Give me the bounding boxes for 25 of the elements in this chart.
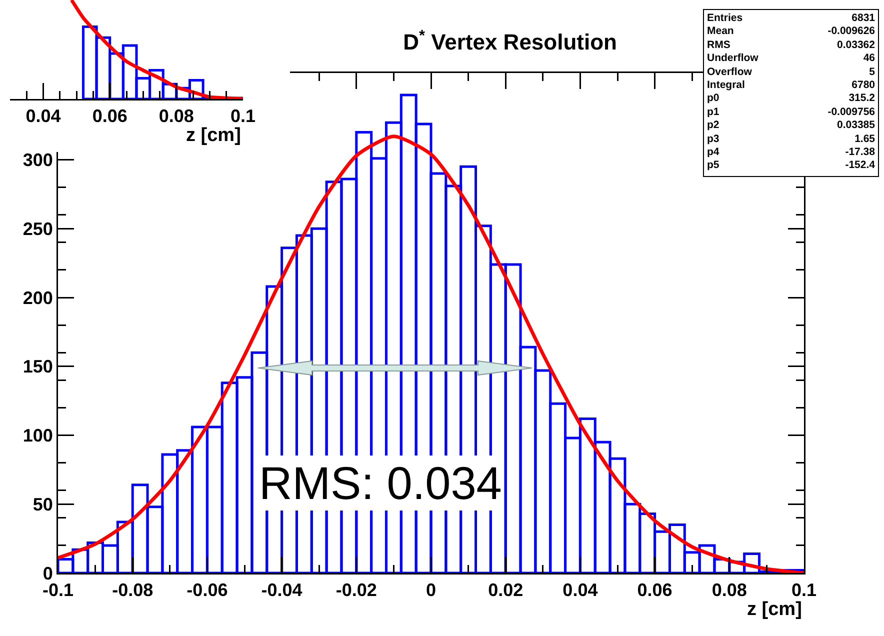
x-tick-label: -0.06 bbox=[186, 580, 228, 600]
stats-box: Entries 6831 Mean -0.009626 RMS 0.03362 Underflow 46 Overflow 5 Integral 6780 p0 315.2 p1 -0.009756 p2 0.03385 p3 1.65 p4 -17.38 p5 -152.4 bbox=[703, 9, 879, 177]
x-axis-title: z [cm] bbox=[186, 125, 241, 146]
x-tick-label: 0.08 bbox=[158, 106, 194, 126]
x-tick-label: -0.08 bbox=[112, 580, 154, 600]
x-tick-label: 0.06 bbox=[637, 580, 672, 600]
y-tick-label: 50 bbox=[32, 494, 53, 514]
y-tick-label: 300 bbox=[22, 150, 53, 170]
x-tick-label: 0.06 bbox=[92, 106, 128, 126]
x-tick-label: 0.02 bbox=[488, 580, 524, 600]
x-tick-label: -0.02 bbox=[336, 580, 377, 600]
x-tick-label: 0.08 bbox=[712, 580, 747, 600]
y-tick-label: 250 bbox=[22, 218, 53, 239]
annotation: RMS: 0.034 bbox=[259, 457, 502, 509]
y-tick-label: 200 bbox=[22, 288, 53, 308]
x-tick-label: -0.04 bbox=[261, 580, 302, 600]
x-axis-title: z [cm] bbox=[747, 599, 802, 620]
x-tick-label: 0.04 bbox=[562, 580, 598, 600]
x-tick-label: 0.1 bbox=[791, 580, 817, 600]
x-tick-label: 0.04 bbox=[26, 106, 61, 126]
x-tick-label: 0 bbox=[426, 580, 436, 600]
x-tick-label: 0.1 bbox=[230, 106, 256, 126]
chart-title: D$^{*}$ Vertex Resolution bbox=[403, 27, 617, 55]
y-tick-label: 150 bbox=[22, 356, 53, 377]
y-tick-label: 100 bbox=[22, 426, 53, 446]
